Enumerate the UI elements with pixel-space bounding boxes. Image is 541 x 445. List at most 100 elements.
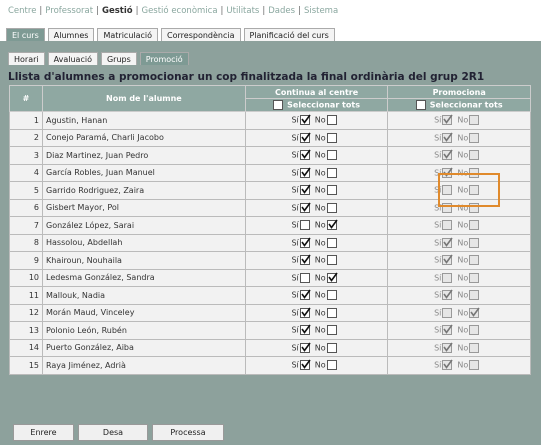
checkbox[interactable] xyxy=(326,290,337,301)
yes-label: Sí xyxy=(434,115,442,125)
checkbox[interactable] xyxy=(326,325,337,336)
checkbox[interactable] xyxy=(326,167,337,178)
button[interactable]: Desa xyxy=(78,424,148,441)
continua-cell: Sí No xyxy=(244,303,389,322)
tab[interactable]: Matriculació xyxy=(97,28,159,41)
checkbox[interactable] xyxy=(326,185,337,196)
checkbox xyxy=(442,254,454,266)
no-label: No xyxy=(314,185,326,195)
checkbox[interactable] xyxy=(299,184,311,196)
row-num: 6 xyxy=(9,198,43,217)
student-row: 2 Conejo Paramá, Charli Jacobo Sí No Sí No xyxy=(9,128,531,147)
checkbox[interactable] xyxy=(326,272,338,283)
student-name: Puerto González, Aiba xyxy=(42,338,246,357)
tab[interactable]: Grups xyxy=(100,52,137,65)
continua-cell: Sí No xyxy=(244,181,389,200)
checkbox[interactable] xyxy=(299,272,310,283)
checkbox[interactable] xyxy=(326,202,337,213)
checkbox[interactable] xyxy=(326,132,337,143)
checkbox[interactable] xyxy=(299,254,311,266)
no-label: No xyxy=(457,133,469,143)
promociona-cell: Sí No xyxy=(387,128,531,147)
checkbox[interactable] xyxy=(299,237,311,248)
select-all[interactable]: Seleccionar tots xyxy=(387,98,531,112)
yes-label: Sí xyxy=(434,220,442,230)
checkbox[interactable] xyxy=(299,307,311,318)
tab[interactable]: El curs xyxy=(6,28,45,41)
nav-link[interactable]: Dades xyxy=(268,6,296,16)
student-name: Morán Maud, Vinceley xyxy=(42,303,246,322)
yes-label: Sí xyxy=(291,325,299,335)
yes-label: Sí xyxy=(434,308,442,318)
checkbox[interactable] xyxy=(326,360,337,371)
checkbox xyxy=(442,237,454,248)
checkbox xyxy=(442,220,453,231)
yes-label: Sí xyxy=(291,308,299,318)
checkbox[interactable] xyxy=(299,167,311,178)
checkbox[interactable] xyxy=(299,132,311,143)
yes-label: Sí xyxy=(434,168,442,178)
tab[interactable]: Alumnes xyxy=(47,28,95,41)
nav-link[interactable]: Gestió xyxy=(101,6,133,16)
button[interactable]: Processa xyxy=(152,424,224,441)
student-row: 8 Hassolou, Abdellah Sí No Sí No xyxy=(9,233,531,252)
checkbox[interactable] xyxy=(326,255,337,266)
checkbox xyxy=(442,342,454,353)
checkbox xyxy=(469,115,480,126)
student-name: Garrido Rodriguez, Zaira xyxy=(42,181,246,200)
checkbox xyxy=(442,185,453,196)
yes-label: Sí xyxy=(291,168,299,178)
yes-label: Sí xyxy=(434,255,442,265)
continua-cell: Sí No xyxy=(244,163,389,182)
yes-label: Sí xyxy=(291,343,299,353)
checkbox xyxy=(469,167,480,178)
student-row: 1 Agustin, Hanan Sí No Sí No xyxy=(9,111,531,130)
checkbox xyxy=(469,272,480,283)
checkbox[interactable] xyxy=(326,115,337,126)
student-name: Polonio León, Rubén xyxy=(42,321,246,340)
tab[interactable]: Horari xyxy=(8,52,45,65)
button[interactable]: Enrere xyxy=(13,424,74,441)
tab[interactable]: Planificació del curs xyxy=(243,28,335,41)
row-num: 7 xyxy=(9,216,43,235)
checkbox[interactable] xyxy=(299,202,311,213)
checkbox[interactable] xyxy=(326,307,337,318)
checkbox xyxy=(442,307,453,318)
nav-link[interactable]: Gestió econòmica xyxy=(141,6,218,16)
promociona-cell: Sí No xyxy=(387,233,531,252)
student-row: 4 García Robles, Juan Manuel Sí No Sí No xyxy=(9,163,531,182)
nav-link[interactable]: Sistema xyxy=(303,6,339,16)
checkbox[interactable] xyxy=(299,342,311,353)
checkbox xyxy=(469,360,480,371)
checkbox[interactable] xyxy=(299,220,310,231)
checkbox xyxy=(442,272,453,283)
no-label: No xyxy=(314,238,326,248)
select-all[interactable]: Seleccionar tots xyxy=(244,98,389,112)
yes-label: Sí xyxy=(434,133,442,143)
nav-link[interactable]: Centre xyxy=(8,6,37,16)
tab[interactable]: Promoció xyxy=(139,52,189,65)
no-label: No xyxy=(314,255,326,265)
select-all-label: Seleccionar tots xyxy=(429,100,503,110)
yes-label: Sí xyxy=(434,290,442,300)
checkbox[interactable] xyxy=(299,149,311,161)
student-name: Agustin, Hanan xyxy=(42,111,246,130)
row-num: 15 xyxy=(9,356,43,375)
checkbox xyxy=(469,290,480,301)
checkbox[interactable] xyxy=(326,237,337,248)
tab[interactable]: Correspondència xyxy=(161,28,241,41)
checkbox[interactable] xyxy=(299,324,311,336)
checkbox[interactable] xyxy=(299,289,311,301)
nav-link[interactable]: Utilitats xyxy=(226,6,260,16)
nav-link[interactable]: Professorat xyxy=(45,6,94,16)
checkbox[interactable] xyxy=(326,150,337,161)
checkbox[interactable] xyxy=(299,359,311,371)
checkbox[interactable] xyxy=(326,342,337,353)
student-name: Conejo Paramá, Charli Jacobo xyxy=(42,128,246,147)
checkbox[interactable] xyxy=(326,219,338,231)
nav-separator: | xyxy=(262,6,266,16)
tab[interactable]: Avaluació xyxy=(47,52,98,65)
checkbox[interactable] xyxy=(299,114,311,126)
student-name: Khairoun, Nouhaila xyxy=(42,251,246,270)
student-row: 6 Gisbert Mayor, Pol Sí No Sí No xyxy=(9,198,531,217)
